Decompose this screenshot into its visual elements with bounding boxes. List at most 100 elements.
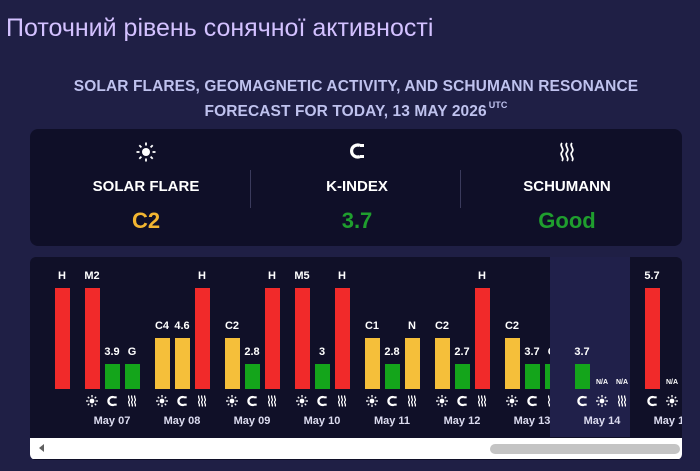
schumann-bar-label: H bbox=[478, 270, 486, 282]
magnet-icon bbox=[646, 395, 658, 407]
schumann-bar[interactable] bbox=[54, 288, 70, 389]
solar-flare-bar-label: N/A bbox=[595, 379, 609, 386]
forecast-subtitle: SOLAR FLARES, GEOMAGNETIC ACTIVITY, AND … bbox=[0, 78, 700, 121]
timezone-label: UTC bbox=[488, 100, 508, 110]
k-index-bar-label: 2.8 bbox=[384, 346, 400, 358]
day-date-label: May 08 bbox=[163, 415, 201, 427]
solar-flare-label: SOLAR FLARE bbox=[92, 178, 200, 195]
k-index-summary: K-INDEX 3.7 bbox=[252, 129, 462, 246]
schumann-bar-label: N/A bbox=[672, 379, 682, 386]
k-index-bar[interactable] bbox=[174, 338, 190, 389]
day-date-label: May 10 bbox=[303, 415, 341, 427]
wave-icon bbox=[616, 395, 628, 407]
magnet-icon bbox=[386, 395, 398, 407]
schumann-bar-label: H bbox=[338, 270, 346, 282]
k-index-bar-label: 4.6 bbox=[174, 320, 190, 332]
solar-flare-bar[interactable] bbox=[154, 338, 170, 389]
sun-icon bbox=[296, 395, 308, 407]
day-date-label: May 14 bbox=[583, 415, 621, 427]
wave-icon bbox=[462, 142, 672, 162]
summary-card: SOLAR FLARE C2 K-INDEX 3.7 SCHUMANN Good bbox=[30, 129, 682, 246]
solar-flare-bar[interactable] bbox=[434, 338, 450, 389]
k-index-bar[interactable] bbox=[574, 364, 590, 389]
k-index-value: 3.7 bbox=[341, 208, 373, 233]
wave-icon bbox=[126, 395, 138, 407]
divider bbox=[250, 170, 251, 208]
solar-flare-bar[interactable] bbox=[224, 338, 240, 389]
solar-flare-bar[interactable] bbox=[504, 338, 520, 389]
solar-flare-bar-label: N/A bbox=[665, 379, 679, 386]
k-index-bar-label: 5.7 bbox=[644, 270, 660, 282]
subtitle-date: FORECAST FOR TODAY, 13 MAY 2026 bbox=[204, 103, 487, 120]
k-index-bar[interactable] bbox=[314, 364, 330, 389]
sun-icon bbox=[436, 395, 448, 407]
solar-flare-bar-label: C2 bbox=[504, 320, 520, 332]
day-date-label: May 13 bbox=[513, 415, 551, 427]
solar-flare-value: C2 bbox=[131, 208, 161, 233]
sun-icon bbox=[30, 142, 262, 162]
k-index-bar[interactable] bbox=[644, 288, 660, 389]
k-index-bar-label: 2.8 bbox=[244, 346, 260, 358]
solar-flare-summary: SOLAR FLARE C2 bbox=[30, 129, 262, 246]
schumann-bar[interactable] bbox=[474, 288, 490, 389]
solar-flare-bar-label: M2 bbox=[84, 270, 100, 282]
horizontal-scrollbar[interactable] bbox=[30, 438, 682, 459]
schumann-bar-label: H bbox=[58, 270, 66, 282]
scroll-left-arrow-icon[interactable] bbox=[39, 444, 44, 452]
magnet-icon bbox=[456, 395, 468, 407]
day-date-label: May 12 bbox=[443, 415, 481, 427]
scroll-thumb[interactable] bbox=[490, 444, 680, 454]
magnet-icon bbox=[252, 142, 462, 160]
wave-icon bbox=[266, 395, 278, 407]
solar-flare-bar-label: M5 bbox=[294, 270, 310, 282]
today-band bbox=[550, 257, 630, 437]
k-index-bar[interactable] bbox=[524, 364, 540, 389]
k-index-bar[interactable] bbox=[454, 364, 470, 389]
schumann-bar-label: N bbox=[408, 320, 416, 332]
wave-icon bbox=[406, 395, 418, 407]
schumann-bar-label: G bbox=[127, 346, 137, 358]
solar-flare-bar-label: C2 bbox=[434, 320, 450, 332]
sun-icon bbox=[366, 395, 378, 407]
schumann-value: Good bbox=[538, 208, 596, 233]
solar-flare-bar-label: C2 bbox=[224, 320, 240, 332]
sun-icon bbox=[596, 395, 608, 407]
forecast-chart-panel[interactable]: H M2 3.9 G May 07 C4 4.6 H May 08 C2 2.8 H May 09 M5 3… bbox=[30, 257, 682, 460]
k-index-bar[interactable] bbox=[384, 364, 400, 389]
forecast-track: H M2 3.9 G May 07 C4 4.6 H May 08 C2 2.8 H May 09 M5 3… bbox=[30, 257, 682, 437]
schumann-bar[interactable] bbox=[334, 288, 350, 389]
sun-icon bbox=[226, 395, 238, 407]
magnet-icon bbox=[176, 395, 188, 407]
day-date-label: May 15 bbox=[653, 415, 682, 427]
magnet-icon bbox=[246, 395, 258, 407]
wave-icon bbox=[476, 395, 488, 407]
page-title: Поточний рівень сонячної активності bbox=[6, 14, 434, 42]
wave-icon bbox=[336, 395, 348, 407]
magnet-icon bbox=[576, 395, 588, 407]
sun-icon bbox=[156, 395, 168, 407]
schumann-bar[interactable] bbox=[264, 288, 280, 389]
solar-flare-bar-label: C4 bbox=[154, 320, 170, 332]
magnet-icon bbox=[526, 395, 538, 407]
day-date-label: May 11 bbox=[373, 415, 411, 427]
solar-flare-bar[interactable] bbox=[364, 338, 380, 389]
schumann-summary: SCHUMANN Good bbox=[462, 129, 672, 246]
magnet-icon bbox=[316, 395, 328, 407]
schumann-bar[interactable] bbox=[404, 338, 420, 389]
schumann-bar[interactable] bbox=[194, 288, 210, 389]
solar-flare-bar[interactable] bbox=[294, 288, 310, 389]
k-index-bar-label: 3.7 bbox=[524, 346, 540, 358]
solar-flare-bar-label: C1 bbox=[364, 320, 380, 332]
k-index-bar[interactable] bbox=[104, 364, 120, 389]
solar-flare-bar[interactable] bbox=[84, 288, 100, 389]
day-date-label: May 07 bbox=[93, 415, 131, 427]
k-index-bar[interactable] bbox=[244, 364, 260, 389]
subtitle-line-2: FORECAST FOR TODAY, 13 MAY 2026 UTC bbox=[0, 96, 700, 121]
schumann-bar-label: H bbox=[198, 270, 206, 282]
divider bbox=[460, 170, 461, 208]
schumann-bar[interactable] bbox=[124, 364, 140, 389]
k-index-bar-label: 3 bbox=[318, 346, 326, 358]
k-index-bar-label: 2.7 bbox=[454, 346, 470, 358]
schumann-bar-label: N/A bbox=[615, 379, 629, 386]
magnet-icon bbox=[106, 395, 118, 407]
